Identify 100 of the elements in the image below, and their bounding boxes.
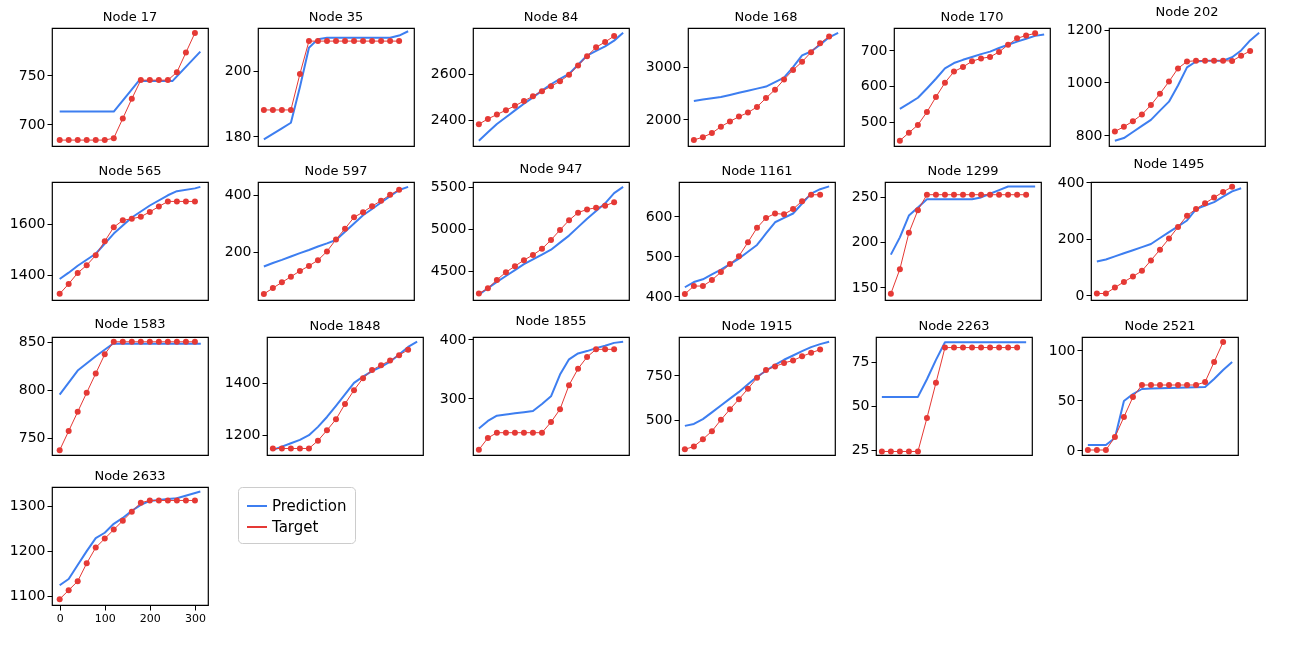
point — [146, 77, 153, 84]
point — [538, 88, 545, 95]
point — [969, 58, 975, 65]
point — [164, 198, 171, 205]
y-tick-label: 800 — [18, 381, 46, 398]
point — [744, 109, 751, 116]
point — [699, 134, 706, 141]
point — [1193, 205, 1200, 212]
point — [378, 197, 385, 204]
point — [708, 130, 715, 137]
y-tick-label: 500 — [645, 411, 673, 428]
point — [173, 338, 180, 345]
point — [56, 596, 63, 603]
point — [1129, 273, 1136, 280]
point — [110, 338, 117, 345]
point — [1102, 290, 1109, 297]
point — [593, 346, 600, 353]
chart-title: Node 1848 — [309, 318, 381, 333]
point — [269, 285, 276, 292]
point — [101, 351, 108, 358]
point — [83, 137, 90, 144]
point — [753, 103, 760, 110]
legend-label: Prediction — [272, 497, 347, 515]
point — [987, 344, 994, 351]
y-tick-label: 0 — [1066, 441, 1076, 458]
point — [1229, 183, 1236, 190]
point — [101, 137, 108, 144]
line-series — [683, 340, 831, 427]
x-tick-label: 200 — [139, 611, 161, 625]
point — [1005, 344, 1012, 351]
chart-title: Node 565 — [98, 163, 162, 178]
point — [987, 53, 994, 60]
y-tick-label: 850 — [18, 333, 46, 350]
point — [951, 344, 957, 351]
point — [269, 445, 276, 452]
point — [817, 191, 824, 198]
point — [396, 38, 403, 45]
point — [278, 279, 285, 286]
y-tick-label: 0 — [1075, 286, 1085, 303]
point — [584, 53, 591, 60]
point — [484, 115, 491, 122]
point — [932, 191, 939, 198]
line-series — [477, 340, 625, 430]
point — [878, 448, 885, 455]
point — [548, 83, 554, 90]
point — [475, 290, 482, 297]
point — [182, 338, 189, 345]
point — [1093, 290, 1100, 297]
point — [278, 106, 285, 113]
chart-title: Node 35 — [308, 9, 364, 24]
chart-title: Node 597 — [304, 163, 368, 178]
point — [369, 203, 376, 210]
point — [191, 497, 198, 504]
line-series — [477, 31, 625, 142]
chart-title: Node 1495 — [1133, 156, 1205, 172]
point — [735, 396, 742, 403]
point — [493, 429, 500, 436]
point — [119, 115, 126, 122]
point — [987, 191, 994, 198]
point — [557, 406, 564, 413]
point — [1111, 284, 1118, 291]
y-tick-label: 5000 — [430, 220, 467, 237]
point — [360, 375, 367, 382]
point — [960, 191, 966, 198]
point — [1211, 359, 1218, 365]
point — [110, 526, 117, 533]
point — [137, 77, 144, 84]
y-tick-label: 600 — [645, 207, 673, 224]
point — [817, 40, 824, 47]
point — [690, 136, 697, 143]
point — [557, 78, 564, 85]
y-tick-label: 1400 — [9, 266, 46, 283]
point — [996, 48, 1003, 55]
point — [182, 49, 189, 56]
point — [164, 338, 171, 345]
point — [754, 374, 760, 381]
y-tick-label: 5500 — [430, 178, 467, 195]
point — [146, 497, 153, 504]
point — [323, 38, 330, 45]
point — [1184, 58, 1190, 65]
point — [602, 202, 609, 209]
point — [978, 191, 985, 198]
point — [92, 252, 99, 259]
point — [1220, 57, 1227, 64]
y-tick-label: 200 — [851, 233, 879, 250]
point — [1193, 382, 1200, 388]
line-series — [58, 490, 202, 587]
point — [351, 214, 358, 221]
point — [1147, 257, 1154, 264]
point — [1157, 382, 1163, 388]
point — [65, 280, 72, 287]
point — [405, 346, 412, 353]
point — [1014, 35, 1021, 42]
point — [735, 113, 742, 120]
point — [799, 58, 806, 65]
point — [74, 408, 81, 415]
x-tick-label: 100 — [94, 611, 116, 625]
point — [1147, 382, 1154, 388]
point — [65, 587, 72, 594]
point — [173, 497, 180, 504]
